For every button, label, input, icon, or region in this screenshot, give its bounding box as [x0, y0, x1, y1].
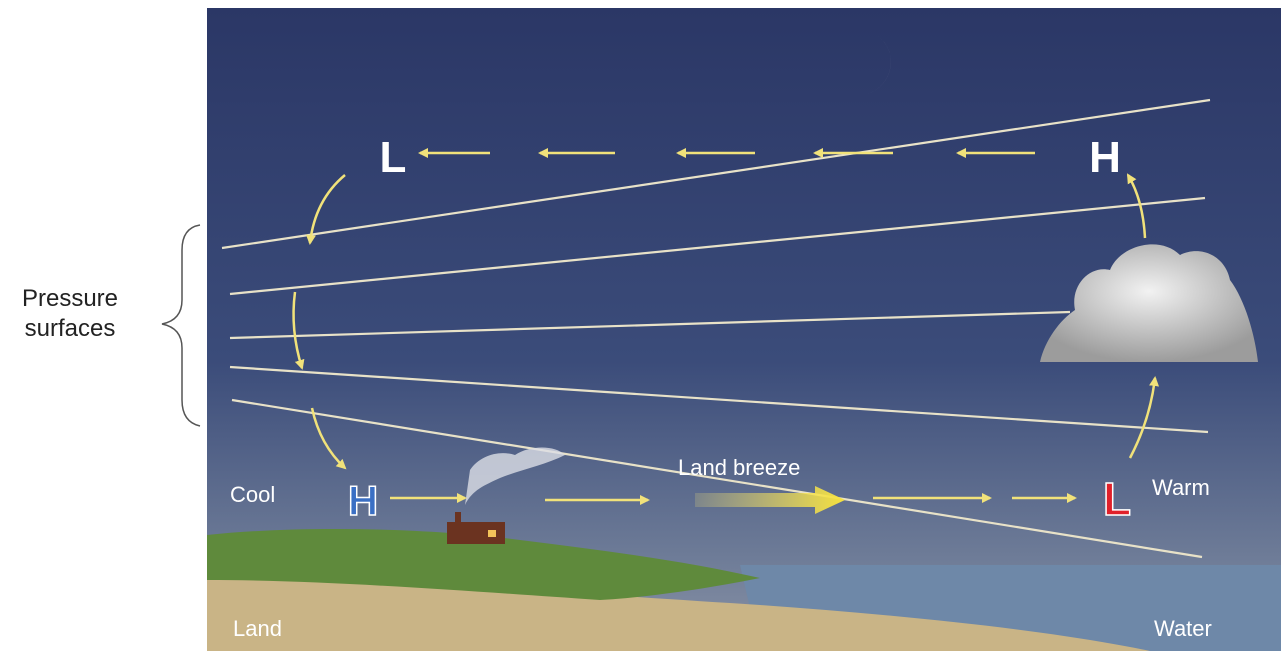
- bracket: [162, 225, 200, 426]
- window: [488, 530, 496, 537]
- chimney: [455, 512, 461, 524]
- water-label: Water: [1154, 616, 1212, 641]
- diagram: Pressure surfaces L H H L Cool Warm Land…: [0, 0, 1281, 651]
- upper-high: H: [1089, 133, 1121, 182]
- upper-low: L: [380, 133, 407, 182]
- land-label: Land: [233, 616, 282, 641]
- bracket-label: surfaces: [25, 315, 116, 342]
- house: [447, 522, 505, 544]
- bracket-label: Pressure: [22, 285, 118, 312]
- surface-high: H: [348, 477, 378, 524]
- cool-label: Cool: [230, 482, 275, 507]
- wind-label: Land breeze: [678, 455, 800, 480]
- warm-label: Warm: [1152, 475, 1210, 500]
- surface-low: L: [1103, 473, 1131, 525]
